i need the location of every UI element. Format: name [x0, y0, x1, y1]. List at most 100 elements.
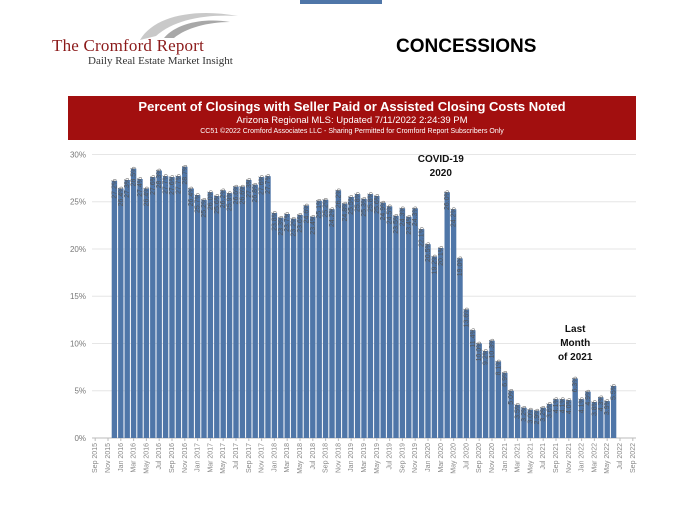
x-tick-label: Sep 2019: [399, 443, 406, 473]
data-label: 5.5%: [611, 384, 618, 400]
data-label: 3.9%: [604, 399, 611, 415]
bar: [476, 343, 482, 438]
bar: [572, 378, 578, 438]
data-label: 4.3%: [598, 395, 605, 411]
y-tick-label: 5%: [74, 387, 86, 396]
data-label: 9.2%: [483, 349, 490, 365]
data-label: 26.4%: [143, 186, 150, 206]
bar: [534, 410, 540, 438]
x-tick-label: Jan 2019: [348, 443, 355, 472]
bar: [354, 194, 361, 438]
data-labels: 27.2% 26.4% 27.3%28.5%27.4% 26.4%27.6% 28.3%…: [111, 165, 617, 425]
data-label: 6.9%: [502, 371, 509, 387]
bar: [610, 386, 617, 438]
y-tick-label: 15%: [70, 292, 86, 301]
x-tick-label: Jul 2022: [617, 443, 624, 470]
x-tick-label: Sep 2022: [630, 443, 637, 473]
bar: [495, 361, 502, 438]
data-label: 24.3%: [399, 206, 406, 226]
x-tick-label: Sep 2015: [92, 443, 99, 473]
data-label: 24.6%: [303, 203, 310, 223]
x-tick-label: Nov 2021: [566, 443, 573, 473]
bar: [463, 309, 470, 438]
bar: [604, 401, 610, 438]
data-label: 27.6%: [150, 175, 157, 195]
data-label: 25.1%: [316, 199, 323, 219]
bar: [297, 214, 303, 438]
data-label: 3.6%: [547, 402, 554, 418]
chart-annotations: COVID-19 2020 Last Month of 2021: [418, 154, 593, 363]
x-tick-label: Jul 2018: [310, 443, 317, 470]
slide-title: CONCESSIONS: [396, 36, 537, 57]
data-label: 6.3%: [572, 376, 579, 392]
data-label: 26.0%: [444, 190, 451, 210]
bar: [444, 192, 450, 438]
data-label: 3.5%: [515, 403, 522, 419]
x-tick-label: Mar 2020: [438, 443, 445, 473]
bar: [386, 206, 393, 438]
bar: [290, 218, 297, 438]
data-label: 19.0%: [457, 256, 464, 276]
x-tick-label: May 2018: [297, 443, 304, 474]
x-tick-label: Jul 2019: [387, 443, 394, 470]
bar: [540, 407, 546, 438]
y-tick-label: 25%: [70, 198, 86, 207]
bar: [374, 196, 380, 438]
data-label: 23.6%: [297, 213, 304, 233]
data-label: 26.4%: [188, 186, 195, 206]
bar: [156, 170, 162, 438]
data-label: 8.1%: [495, 359, 502, 375]
bar: [271, 213, 278, 438]
chart-title: Percent of Closings with Seller Paid or …: [138, 99, 566, 114]
bar: [137, 179, 143, 438]
x-tick-label: Nov 2020: [489, 443, 496, 473]
bar: [175, 176, 182, 439]
bar: [310, 216, 316, 438]
bar: [399, 208, 406, 438]
data-label: 27.2%: [111, 179, 118, 199]
bar: [322, 199, 329, 438]
x-tick-label: Mar 2017: [207, 443, 214, 473]
data-label: 28.3%: [156, 169, 163, 189]
x-tick-label: Jan 2018: [271, 443, 278, 472]
bar: [239, 186, 246, 438]
data-label: 26.4%: [118, 186, 125, 206]
y-tick-label: 30%: [70, 150, 86, 159]
x-tick-label: Mar 2022: [591, 443, 598, 473]
data-label: 4.1%: [553, 397, 560, 413]
bar: [566, 400, 572, 438]
bar: [412, 208, 418, 438]
data-label: 25.8%: [367, 192, 374, 212]
x-tick-label: Jan 2022: [579, 443, 586, 472]
x-tick-label: Sep 2021: [553, 443, 560, 473]
data-label: 3.8%: [591, 400, 598, 416]
data-label: 20.5%: [425, 242, 432, 262]
data-label: 3.2%: [540, 406, 547, 422]
data-label: 24.2%: [451, 207, 458, 227]
data-label: 25.9%: [227, 191, 234, 211]
bar: [316, 200, 322, 438]
bar: [124, 179, 130, 439]
y-tick-label: 10%: [70, 339, 86, 348]
bar: [367, 194, 374, 438]
data-label: 22.1%: [419, 227, 426, 247]
x-tick-label: May 2021: [527, 443, 534, 474]
data-label: 27.7%: [163, 174, 170, 194]
data-label: 23.2%: [291, 217, 298, 237]
data-label: 24.9%: [380, 201, 387, 221]
data-label: 23.8%: [271, 211, 278, 231]
data-label: 24.2%: [329, 207, 336, 227]
data-label: 25.3%: [361, 197, 368, 217]
bar: [329, 209, 335, 438]
bar: [508, 390, 514, 438]
data-label: 27.6%: [169, 175, 176, 195]
y-tick-label: 20%: [70, 245, 86, 254]
data-label: 24.8%: [342, 202, 349, 222]
data-label: 4.0%: [566, 398, 573, 414]
bar: [527, 409, 534, 438]
data-label: 10.3%: [489, 339, 496, 359]
bar: [457, 258, 463, 438]
data-label: 26.2%: [220, 188, 227, 208]
brand-logo: The Cromford Report Daily Real Estate Ma…: [52, 10, 282, 72]
bar: [578, 399, 585, 438]
